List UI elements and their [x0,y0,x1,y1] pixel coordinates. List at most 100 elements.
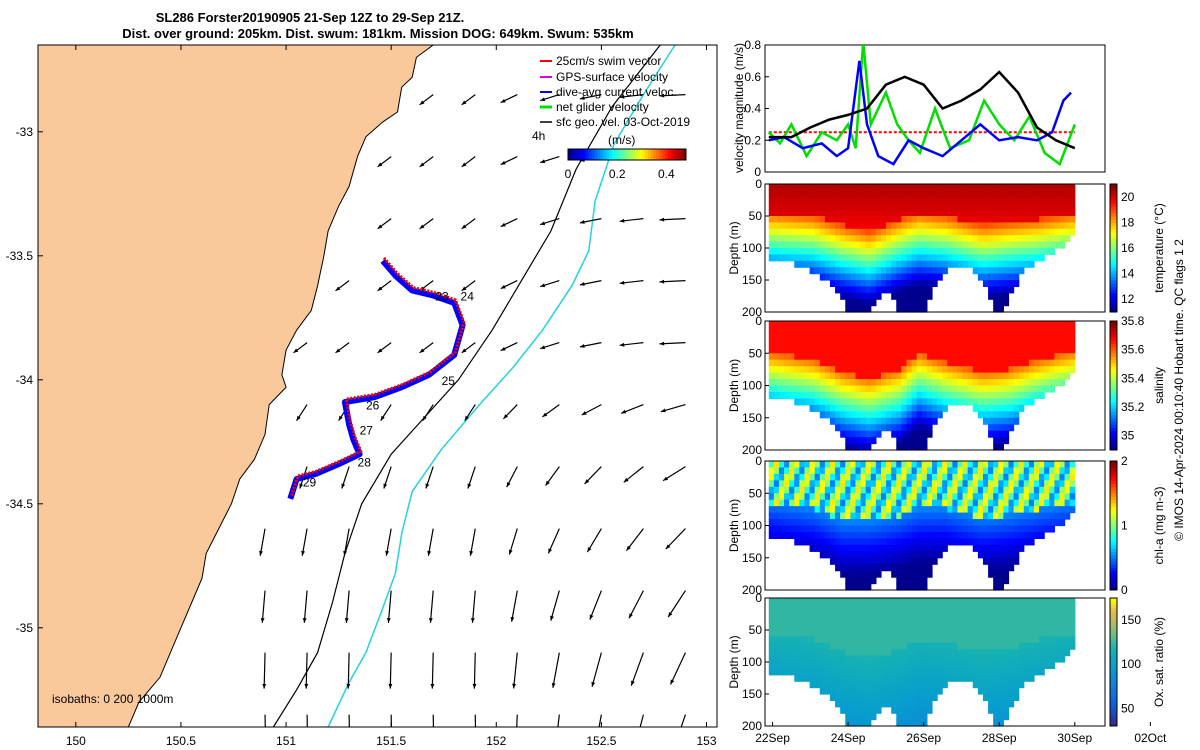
profile-cell [880,260,887,268]
profile-cell [768,254,775,262]
profile-cell [942,398,948,406]
profile-cell [982,525,989,533]
profile-cell [926,674,933,682]
profile-cell [1033,610,1040,618]
profile-cell [814,190,821,198]
profile-cell [875,340,882,348]
profile-colorbar-cell [1110,437,1117,441]
profile-colorbar-cell [1110,222,1117,227]
profile-cell [901,228,908,236]
profile-y-tick-label: 150 [742,273,762,287]
profile-cell [921,570,928,578]
profile-cell [926,333,933,341]
profile-cell [814,486,821,494]
profile-cell [829,385,836,393]
profile-cell [998,327,1004,335]
profile-cell [891,228,897,236]
profile-cell [1003,493,1010,501]
profile-cell [931,493,938,501]
profile-cell [911,292,918,300]
profile-cell [870,292,877,300]
profile-cell [875,706,882,714]
colorbar-cell [624,149,628,160]
profile-cell [916,662,923,669]
profile-cell [809,674,816,682]
profile-cell [1054,346,1061,354]
profile-cell [819,681,826,689]
profile-cell [860,443,867,451]
profile-cell [921,353,928,361]
profile-cell [911,525,918,533]
profile-cell [819,551,826,559]
profile-cell [916,551,923,559]
profile-cell [911,662,918,669]
profile-cell [911,443,918,451]
profile-colorbar-cell [1110,528,1117,533]
profile-cell [891,512,897,520]
profile-cell [896,461,902,469]
profile-cell [942,385,948,393]
profile-cell [1023,506,1030,514]
profile-cell [855,706,862,714]
profile-cell [824,366,831,374]
profile-cell [1059,604,1066,612]
velocity-arrowhead [619,280,625,285]
velocity-arrowhead [540,345,546,350]
profile-cell [1033,623,1040,631]
profile-cell [952,216,959,223]
profile-cell [896,687,902,695]
profile-cell [865,273,872,281]
profile-cell [865,228,872,236]
profile-cell [1069,636,1076,644]
profile-cell [870,512,877,520]
profile-cell [1008,248,1015,255]
profile-cell [880,655,887,663]
profile-cell [819,260,826,268]
profile-cell [1008,557,1015,565]
profile-cell [768,525,775,533]
profile-cell [906,617,913,625]
profile-cell [988,655,994,663]
profile-colorbar-cell [1110,506,1117,510]
profile-cell [921,411,928,419]
profile-colorbar-cell [1110,687,1117,692]
profile-cell [916,623,923,631]
profile-cell [972,486,979,494]
profile-cell [840,461,846,469]
profile-cell [947,668,953,676]
profile-cell [957,519,964,527]
isobath-note: isobaths: 0 200 1000m [52,692,173,706]
profile-cell [829,617,836,625]
profile-cell [845,216,851,223]
profile-cell [1069,630,1076,637]
profile-cell [972,642,979,650]
profile-cell [860,642,867,650]
profile-cell [911,630,918,637]
profile-cell [799,499,806,507]
profile-cell [794,235,800,243]
profile-cell [896,636,902,644]
profile-cell [1044,209,1050,217]
profile-colorbar-cell [1110,671,1117,676]
velocity-arrowhead [579,220,585,224]
profile-cell [998,411,1004,419]
profile-cell [880,417,887,425]
profile-cell [773,321,780,329]
profile-cell [886,254,892,262]
profile-cell [1044,353,1050,361]
profile-cell [967,480,974,488]
profile-cell [814,668,821,676]
profile-cell [855,196,862,204]
profile-cell [875,564,882,572]
profile-cell [962,525,969,533]
profile-cell [870,260,877,268]
profile-cell [993,222,999,230]
profile-cell [850,570,857,578]
profile-cell [845,531,851,539]
profile-cell [967,248,974,255]
profile-cell [901,222,908,230]
profile-cell [942,655,948,663]
profile-cell [931,321,938,329]
profile-cell [855,668,862,676]
profile-cell [1003,391,1010,399]
